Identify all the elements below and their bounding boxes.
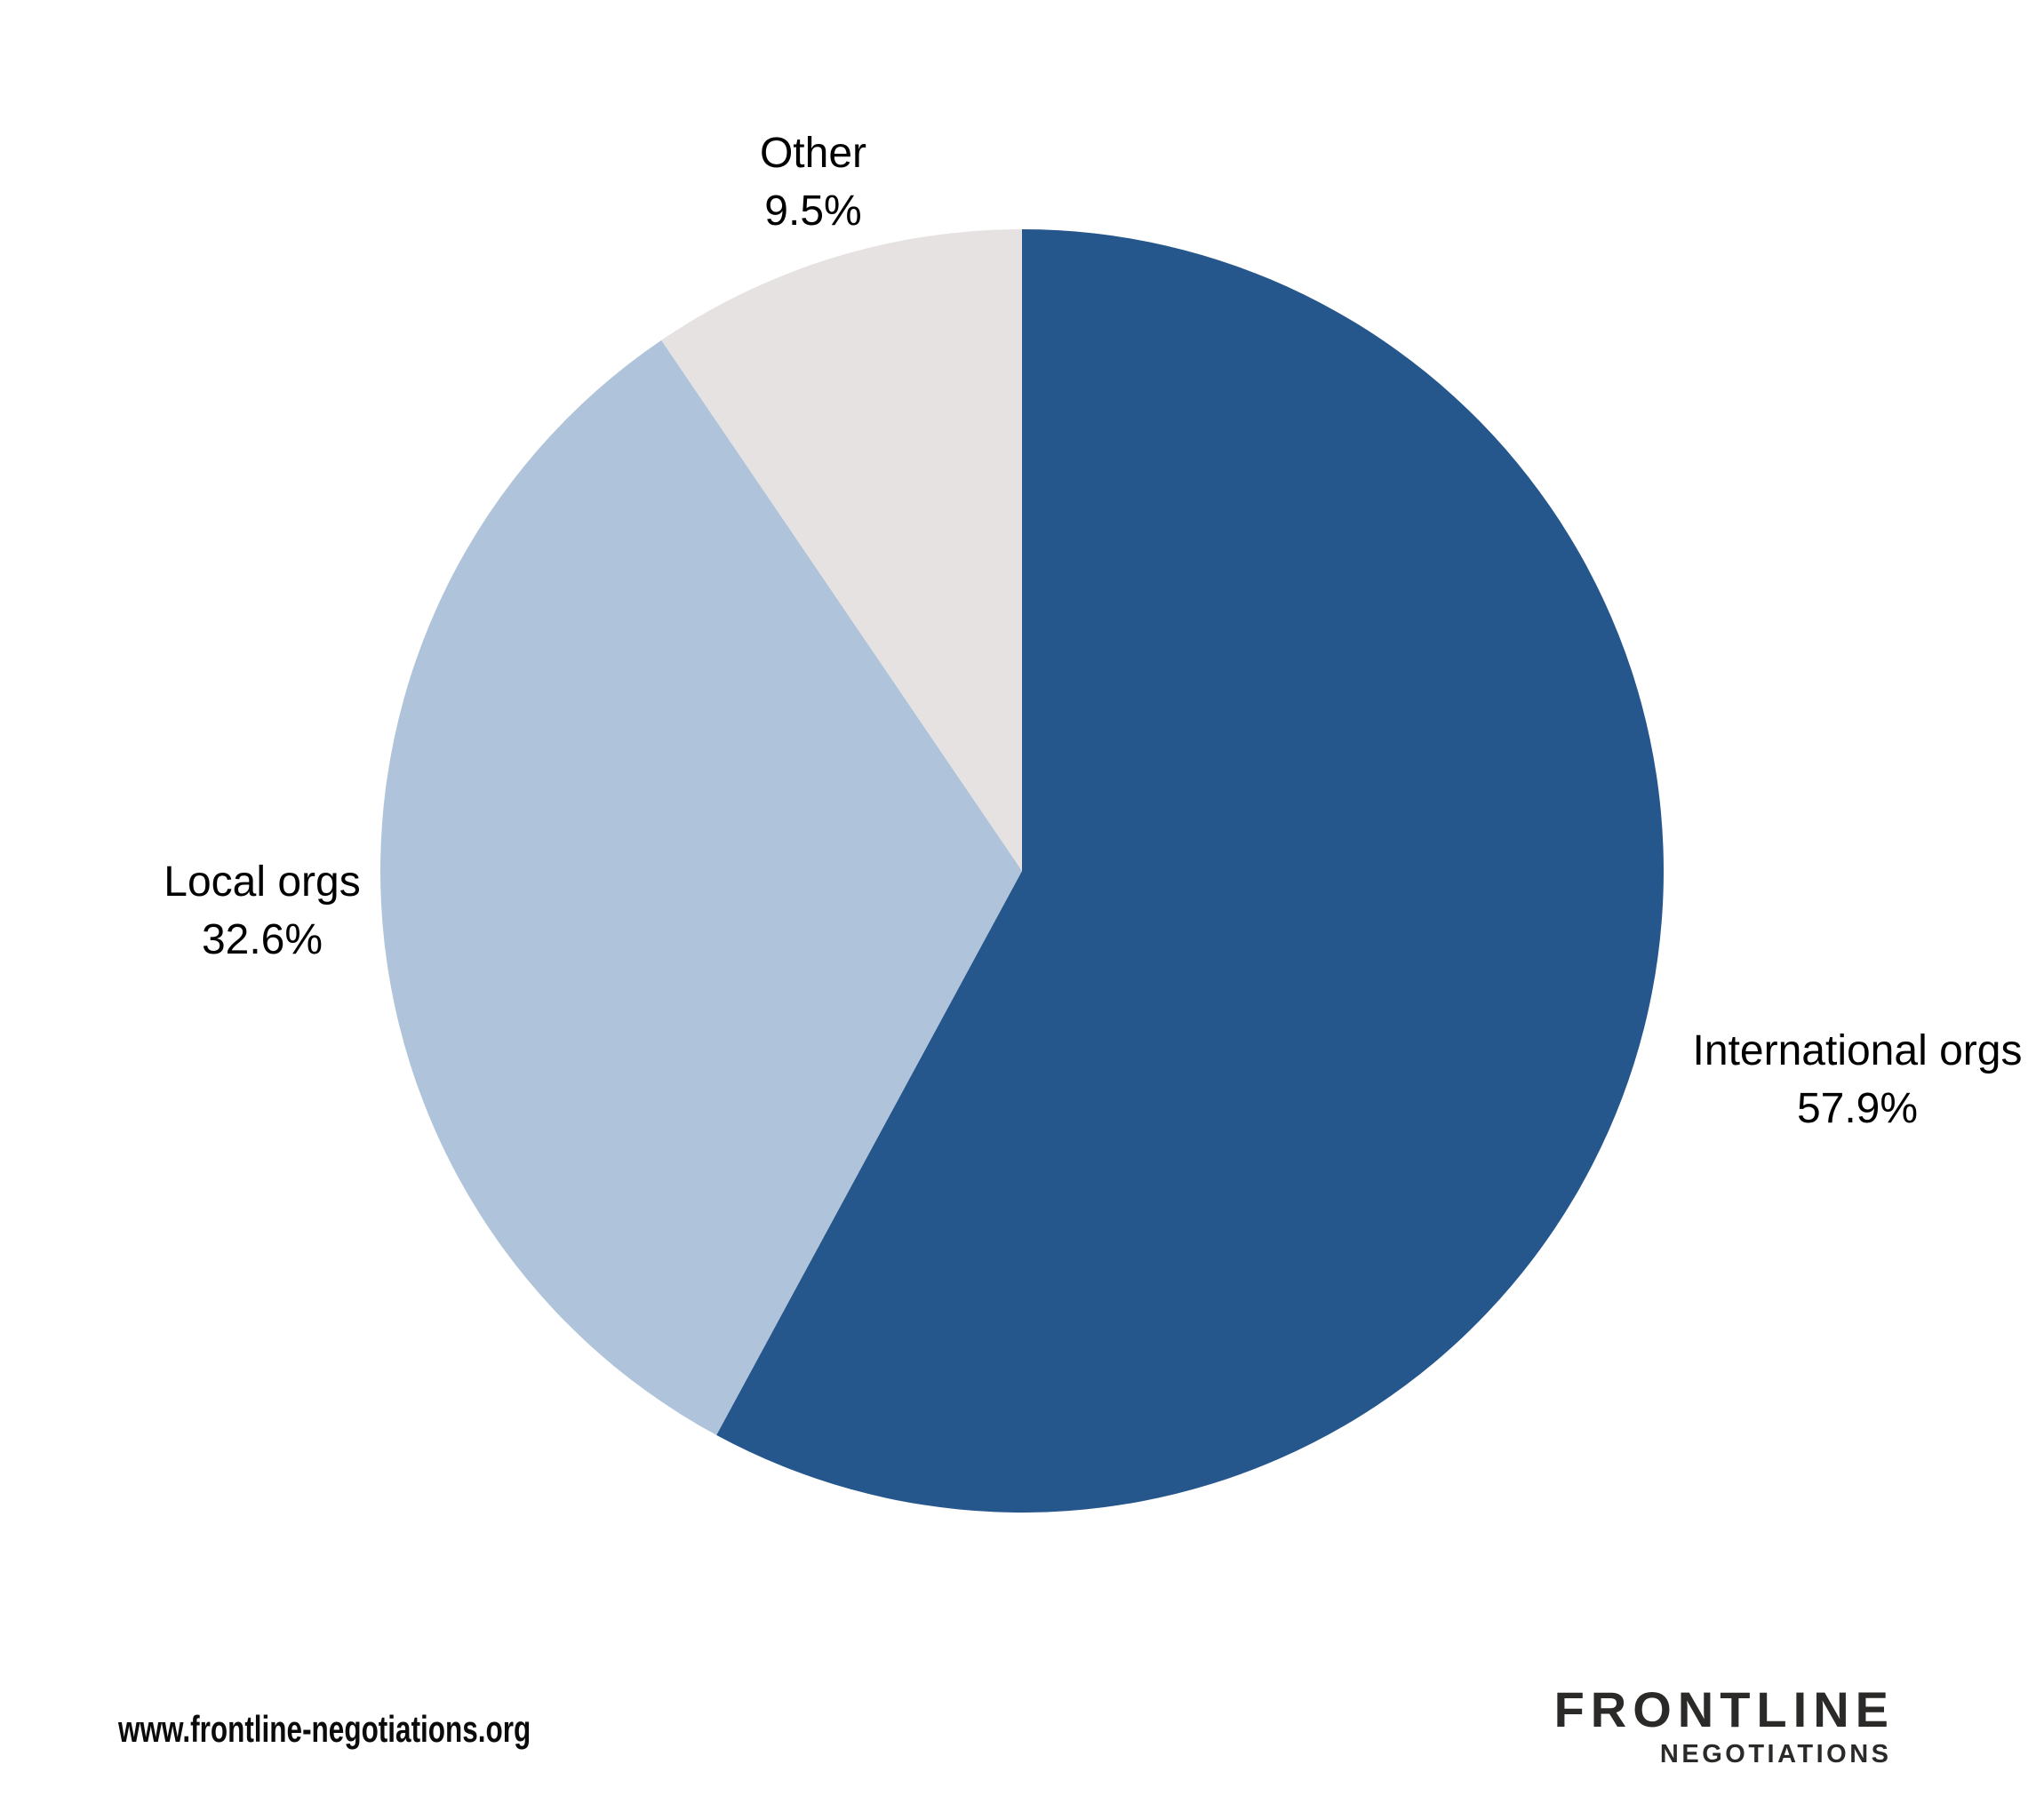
- pie-slice-local-orgs: [380, 339, 1022, 1435]
- pie-label-local-orgs-percent: 32.6%: [201, 916, 323, 963]
- frontline-negotiations-logo: FRONTLINE NEGOTIATIONS: [1554, 1685, 1888, 1768]
- website-url: www.frontline-negotiations.org: [118, 1708, 531, 1750]
- pie-label-international-orgs: International orgs 57.9%: [1666, 1022, 2044, 1138]
- pie-label-local-orgs: Local orgs 32.6%: [84, 853, 440, 969]
- pie-label-other-percent: 9.5%: [764, 188, 862, 235]
- logo-wordmark-frontline: FRONTLINE: [1553, 1681, 1895, 1737]
- pie-slice-other: [661, 229, 1022, 871]
- logo-wordmark-negotiations: NEGOTIATIONS: [1659, 1740, 1892, 1768]
- pie-label-other: Other 9.5%: [635, 124, 991, 240]
- pie-chart: [380, 229, 1664, 1513]
- pie-label-international-orgs-name: International orgs: [1692, 1027, 2023, 1074]
- pie-slice-international-orgs: [716, 229, 1664, 1513]
- pie-label-other-name: Other: [759, 130, 867, 177]
- pie-label-international-orgs-percent: 57.9%: [1796, 1085, 1919, 1132]
- pie-label-local-orgs-name: Local orgs: [164, 858, 361, 906]
